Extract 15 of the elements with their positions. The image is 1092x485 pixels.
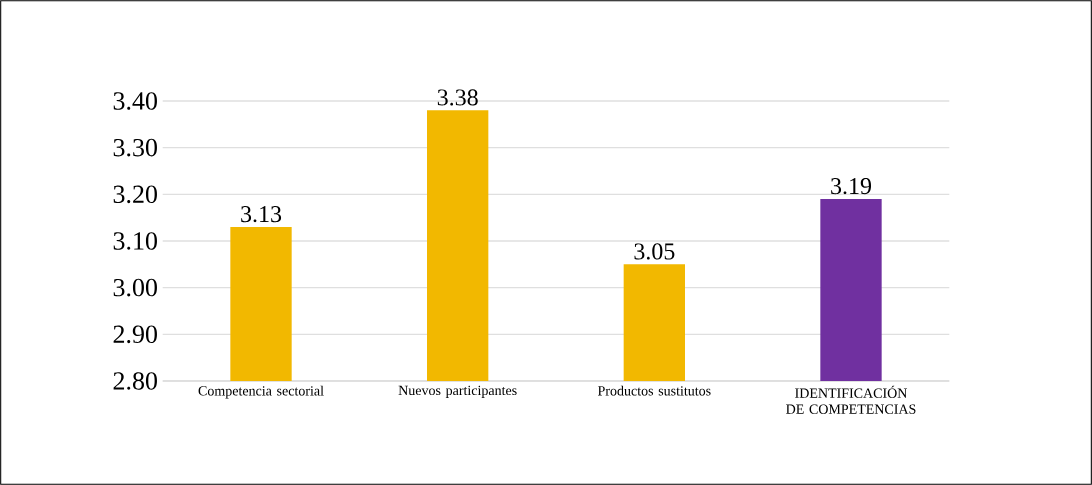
x-tick-label: Competencia sectorial	[198, 385, 324, 399]
y-tick-label: 3.20	[113, 185, 157, 204]
data-label: 3.38	[437, 89, 478, 106]
y-tick-label: 3.30	[113, 138, 157, 157]
x-tick-label: Productos sustitutos	[597, 385, 711, 396]
data-label: 3.13	[241, 206, 282, 223]
y-tick-label: 3.40	[113, 92, 157, 110]
x-tick-label: Nuevos participantes	[398, 385, 517, 398]
data-label: 3.05	[634, 243, 675, 260]
y-tick-label: 2.80	[113, 372, 157, 390]
y-tick-label: 3.00	[113, 278, 157, 297]
data-label: 3.19	[831, 178, 872, 195]
y-tick-label: 3.10	[113, 232, 157, 250]
x-tick-label: IDENTIFICACIÓN DE COMPETENCIAS	[786, 385, 916, 414]
y-tick-label: 2.90	[113, 325, 157, 344]
